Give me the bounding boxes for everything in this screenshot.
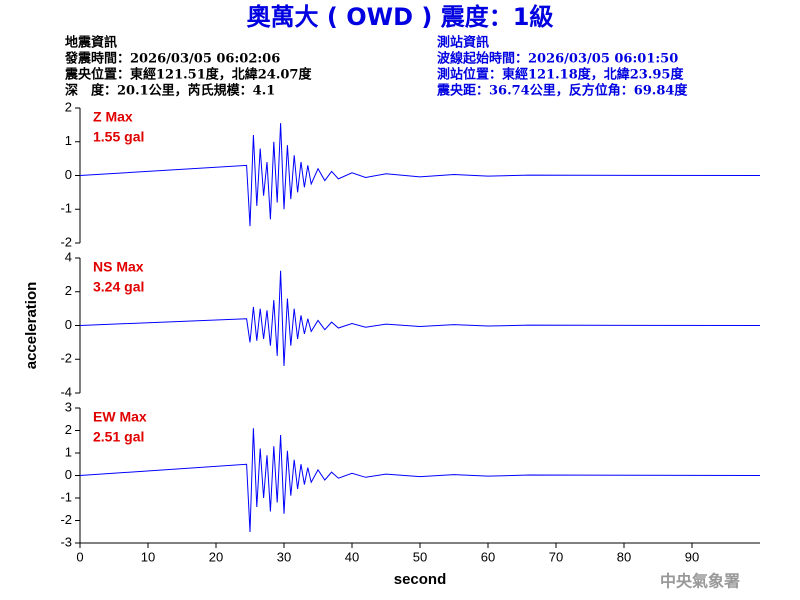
x-tick-label: 10 bbox=[141, 549, 155, 564]
x-tick-label: 80 bbox=[617, 549, 631, 564]
y-tick-label: 2 bbox=[65, 99, 72, 114]
x-tick-label: 30 bbox=[277, 549, 291, 564]
x-tick-label: 20 bbox=[209, 549, 223, 564]
info-right: 震央距：36.74公里，反方位角：69.84度 bbox=[436, 83, 688, 99]
x-tick-label: 90 bbox=[685, 549, 699, 564]
max-label: 1.55 gal bbox=[93, 129, 144, 145]
y-tick-label: -3 bbox=[60, 534, 72, 549]
y-tick-label: 1 bbox=[65, 444, 72, 459]
x-tick-label: 60 bbox=[481, 549, 495, 564]
footer: 中央氣象署 bbox=[660, 572, 740, 591]
y-axis-label: acceleration bbox=[23, 282, 40, 370]
component-label: NS Max bbox=[93, 259, 144, 275]
x-tick-label: 50 bbox=[413, 549, 427, 564]
waveform bbox=[79, 428, 761, 533]
max-label: 3.24 gal bbox=[93, 279, 144, 295]
waveform bbox=[79, 123, 761, 227]
info-left: 深 度：20.1公里，芮氏規模：4.1 bbox=[65, 83, 275, 99]
waveform bbox=[79, 270, 761, 367]
y-tick-label: -2 bbox=[60, 351, 72, 366]
y-tick-label: -2 bbox=[60, 234, 72, 249]
y-tick-label: -2 bbox=[60, 512, 72, 527]
y-tick-label: 4 bbox=[65, 249, 72, 264]
component-label: Z Max bbox=[93, 109, 133, 125]
x-axis-label: second bbox=[394, 571, 447, 588]
chart-title: 奧萬大 ( OWD ) 震度：1級 bbox=[247, 3, 554, 31]
info-left: 地震資訊 bbox=[65, 35, 117, 51]
y-tick-label: 2 bbox=[65, 422, 72, 437]
info-right: 測站位置：東經121.18度，北緯23.95度 bbox=[437, 67, 684, 83]
component-label: EW Max bbox=[93, 409, 147, 425]
y-tick-label: 3 bbox=[65, 399, 72, 414]
info-left: 發震時間：2026/03/05 06:02:06 bbox=[64, 51, 280, 67]
y-tick-label: 0 bbox=[65, 317, 72, 332]
y-tick-label: -1 bbox=[60, 489, 72, 504]
x-tick-label: 70 bbox=[549, 549, 563, 564]
y-tick-label: 0 bbox=[65, 467, 72, 482]
y-tick-label: 1 bbox=[65, 133, 72, 148]
info-right: 波線起始時間：2026/03/05 06:01:50 bbox=[437, 51, 678, 67]
x-tick-label: 0 bbox=[76, 549, 83, 564]
y-tick-label: 0 bbox=[65, 167, 72, 182]
y-tick-label: -4 bbox=[60, 384, 72, 399]
y-tick-label: -1 bbox=[60, 201, 72, 216]
info-right: 測站資訊 bbox=[437, 35, 489, 51]
info-left: 震央位置：東經121.51度，北緯24.07度 bbox=[64, 67, 312, 83]
max-label: 2.51 gal bbox=[93, 429, 144, 445]
y-tick-label: 2 bbox=[65, 283, 72, 298]
x-tick-label: 40 bbox=[345, 549, 359, 564]
